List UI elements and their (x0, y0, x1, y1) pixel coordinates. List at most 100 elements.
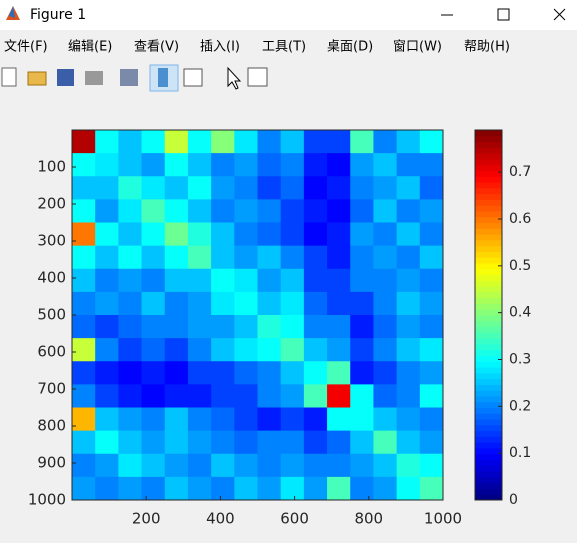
heat-cell (164, 384, 189, 408)
colorbar-segment (475, 488, 502, 495)
new-icon[interactable] (1, 67, 17, 87)
menu-item[interactable]: 插入(I) (200, 40, 240, 55)
menu-bar: 文件(F) 编辑(E) 查看(V) 插入(I) 工具(T) 桌面(D) 窗口(W) 帮助(H) (4, 39, 510, 55)
menu-item[interactable]: 桌面(D) (327, 40, 373, 55)
heat-cell (95, 222, 119, 247)
heat-cell (419, 268, 444, 293)
menu-item[interactable]: 窗口(W) (393, 39, 442, 55)
heat-cell (373, 268, 398, 293)
heat-cell (141, 453, 166, 478)
heat-cell (234, 476, 258, 501)
menu-item[interactable]: 编辑(E) (68, 40, 112, 55)
colorbar-segment (475, 447, 502, 455)
heat-cell (350, 476, 374, 501)
y-tick-label: 500 (37, 306, 66, 324)
heat-cell (211, 291, 235, 316)
heat-cell (211, 407, 235, 432)
heat-cell (187, 384, 212, 408)
colorbar-segment (475, 170, 502, 177)
heat-cell (303, 453, 328, 478)
heat-cell (211, 430, 235, 455)
colorbar-segment (475, 309, 502, 316)
heat-cell (327, 245, 351, 270)
heat-cell (373, 407, 398, 432)
heat-cell (257, 453, 282, 478)
heat-cell (234, 153, 258, 177)
heat-cell (350, 222, 374, 247)
colorbar-segment (475, 268, 502, 276)
heat-cell (141, 407, 166, 432)
heat-cell (141, 130, 166, 154)
heat-cell (164, 291, 189, 316)
colorbar-segment (475, 349, 502, 356)
link-icon[interactable] (120, 69, 138, 86)
pointer-icon[interactable] (227, 66, 242, 90)
heat-cell (303, 407, 328, 432)
heat-cell (72, 130, 96, 154)
save-icon[interactable] (57, 69, 74, 86)
menu-item[interactable]: 查看(V) (134, 39, 179, 55)
heat-cell (118, 476, 142, 501)
colorbar-segment (475, 130, 502, 137)
heat-cell (118, 130, 142, 154)
heat-cell (373, 291, 398, 316)
heat-cell (327, 153, 351, 177)
heat-cell (350, 315, 374, 339)
heat-cell (234, 361, 258, 385)
heat-cell (396, 245, 421, 270)
colorbar-segment (475, 320, 502, 328)
heat-cell (257, 291, 282, 316)
heat-cell (211, 199, 235, 223)
heat-cell (327, 176, 351, 200)
app-icon (6, 6, 20, 20)
heat-cell (211, 315, 235, 339)
heat-cell (95, 430, 119, 455)
heat-cell (257, 384, 282, 408)
heat-cell (118, 268, 142, 293)
print-icon[interactable] (85, 71, 103, 85)
colorbar-segment (475, 453, 502, 461)
heat-cell (373, 315, 398, 339)
colorbar-tick-label: 0.5 (509, 258, 531, 274)
heat-cell (419, 407, 444, 432)
heat-cell (280, 176, 305, 200)
colorbar-segment (475, 141, 502, 148)
heat-cell (234, 291, 258, 316)
close-button[interactable] (553, 8, 566, 21)
x-tick-label: 600 (280, 510, 309, 528)
heat-cell (118, 176, 142, 200)
heat-cell (187, 245, 212, 270)
menu-item[interactable]: 文件(F) (4, 40, 48, 55)
heat-cell (303, 153, 328, 177)
colorbar-segment (475, 164, 502, 171)
heat-cell (280, 222, 305, 247)
heat-cell (95, 453, 119, 478)
heat-cell (257, 245, 282, 270)
menu-item[interactable]: 帮助(H) (464, 40, 510, 55)
property-icon[interactable] (247, 67, 268, 87)
heat-cell (280, 199, 305, 223)
heat-cell (141, 430, 166, 455)
colorbar-segment (475, 471, 502, 478)
y-tick-label: 900 (37, 454, 66, 472)
legend-icon[interactable] (183, 68, 203, 87)
heat-cell (280, 291, 305, 316)
open-icon[interactable] (27, 71, 47, 86)
heat-cell (211, 268, 235, 293)
colorbar-segment (475, 286, 502, 293)
menu-item[interactable]: 工具(T) (262, 40, 306, 55)
heat-cell (327, 361, 351, 385)
colorbar-segment (475, 251, 502, 258)
heat-cell (72, 245, 96, 270)
heat-cell (257, 430, 282, 455)
heat-cell (95, 153, 119, 177)
colorbar-segment (475, 239, 502, 247)
maximize-button[interactable] (497, 8, 510, 21)
colorbar-segment (475, 210, 502, 218)
heat-cell (95, 268, 119, 293)
heat-cell (350, 338, 374, 362)
heat-cell (95, 315, 119, 339)
heat-cell (327, 384, 351, 408)
colorbar-segment (475, 262, 502, 270)
colorbar-segment (475, 147, 502, 154)
